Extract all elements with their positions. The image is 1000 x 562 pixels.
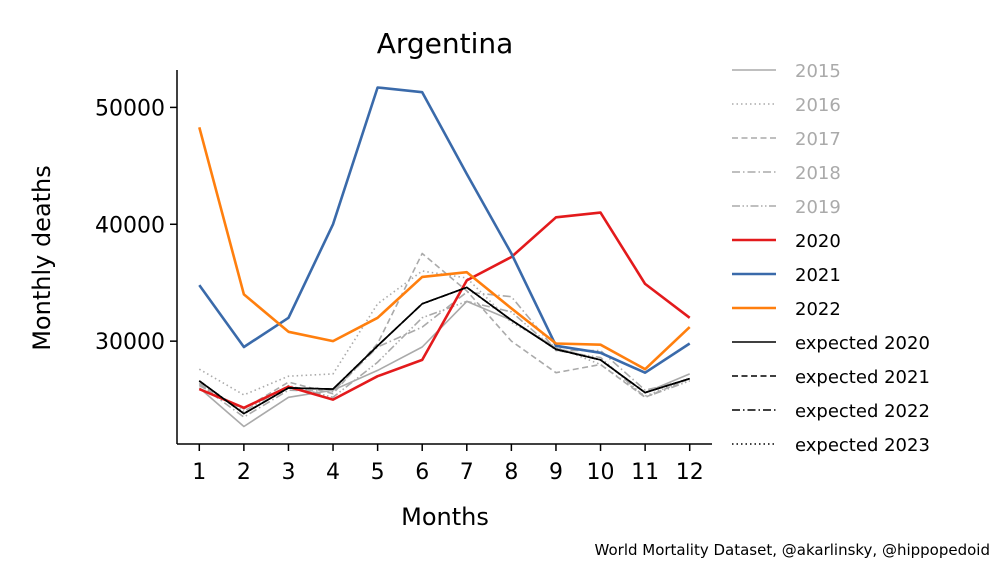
legend-label: 2015: [795, 61, 841, 82]
x-axis: 1 2 3 4 5 6 7 8 9 10 11 12: [177, 443, 712, 485]
x-tick-label: 1: [192, 460, 206, 485]
x-tick-label: 7: [460, 460, 474, 485]
plot-area: [198, 86, 691, 428]
series-line-expected-2023: [198, 286, 690, 415]
x-tick-label: 10: [587, 460, 615, 485]
series-line-2020: [198, 211, 691, 410]
legend-label: expected 2020: [795, 333, 930, 354]
x-tick-label: 12: [676, 460, 704, 485]
chart-title: Argentina: [377, 27, 514, 60]
legend-label: 2019: [795, 197, 841, 218]
x-tick-label: 2: [237, 460, 251, 485]
series-line-2017: [198, 252, 691, 410]
legend-label: 2017: [795, 129, 841, 150]
x-tick-label: 4: [326, 460, 340, 485]
legend-label: expected 2022: [795, 401, 930, 422]
legend-label: 2018: [795, 163, 841, 184]
series-line-2021: [198, 86, 691, 375]
y-tick-label: 30000: [95, 330, 165, 355]
y-tick-label: 40000: [95, 213, 165, 238]
legend-label: 2022: [795, 299, 841, 320]
x-tick-label: 6: [415, 460, 429, 485]
x-tick-label: 8: [504, 460, 518, 485]
legend-label: expected 2021: [795, 367, 930, 388]
credit-text: World Mortality Dataset, @akarlinsky, @h…: [595, 541, 990, 559]
x-tick-label: 9: [549, 460, 563, 485]
x-axis-label: Months: [401, 503, 489, 531]
y-tick-label: 50000: [95, 96, 165, 121]
y-axis: 30000 40000 50000: [95, 70, 178, 444]
x-tick-label: 5: [371, 460, 385, 485]
legend-label: 2016: [795, 95, 841, 116]
x-tick-label: 11: [631, 460, 659, 485]
legend-label: expected 2023: [795, 435, 930, 456]
legend-label: 2021: [795, 265, 841, 286]
legend: 2015 2016 2017 2018 2019 2020 2021 2022 expected…: [732, 61, 930, 456]
y-axis-label: Monthly deaths: [28, 165, 56, 351]
series-line-2022: [198, 126, 691, 371]
series-line-2016: [198, 270, 690, 397]
series-line-2018: [198, 291, 690, 418]
x-tick-label: 3: [281, 460, 295, 485]
legend-label: 2020: [795, 231, 841, 252]
